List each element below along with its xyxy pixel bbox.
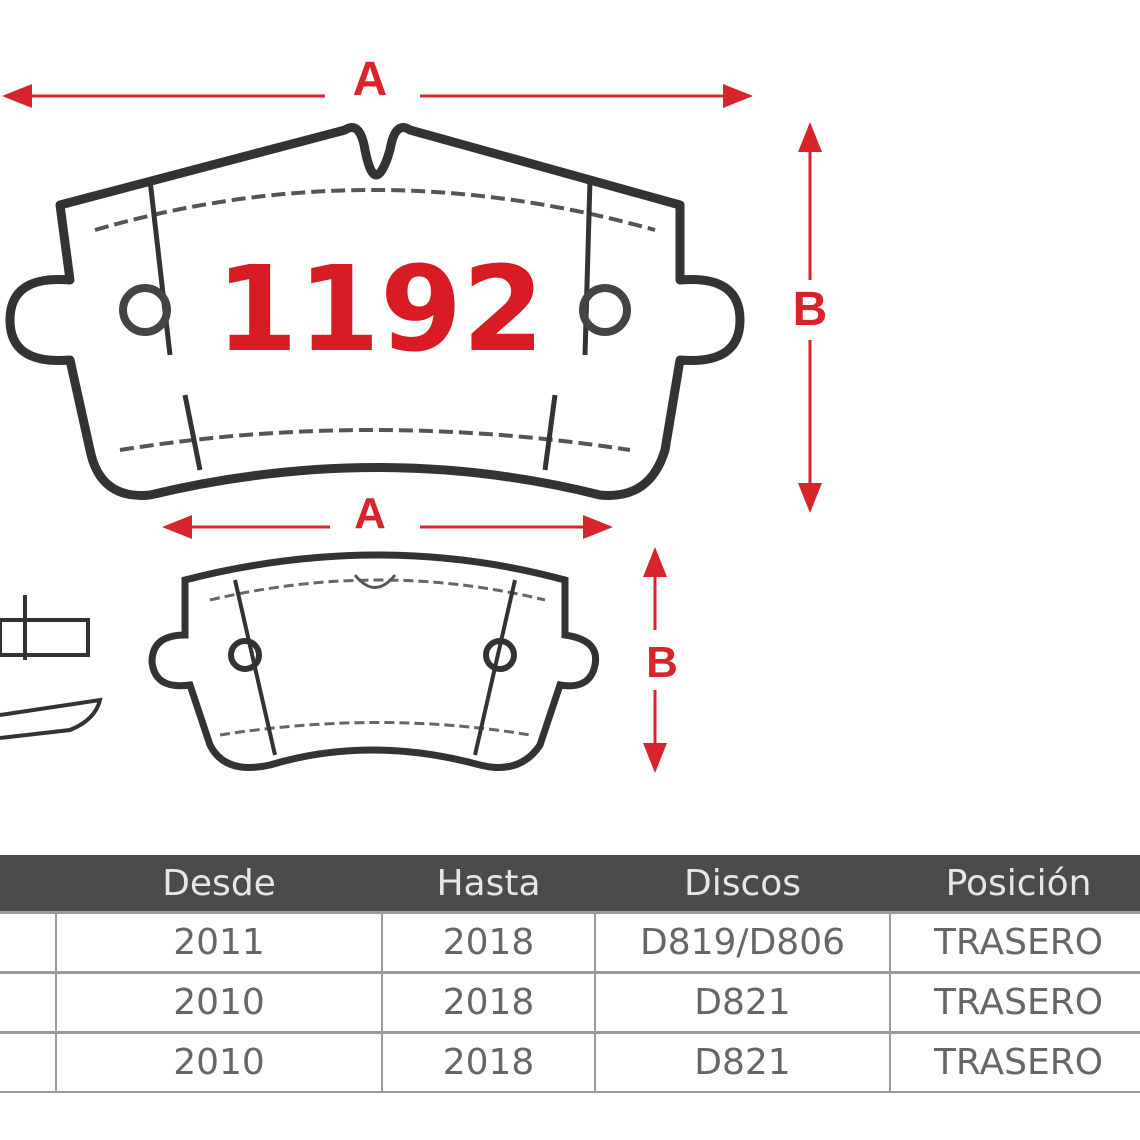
- large-height-label: B: [793, 283, 828, 336]
- table-row: 2011 2018 D819/D806 TRASERO: [0, 911, 1140, 974]
- large-pad-outline: [5, 123, 745, 500]
- small-width-label: A: [354, 489, 386, 538]
- header-desde: Desde: [56, 855, 382, 913]
- header-vehicle: [0, 855, 56, 913]
- small-height-label: B: [646, 638, 678, 687]
- cell-hasta: 2018: [381, 1031, 596, 1093]
- cell-discos: D821: [594, 971, 891, 1034]
- large-pad-right-rivet: [579, 284, 631, 336]
- large-width-label: A: [353, 53, 388, 106]
- cell-posicion: TRASERO: [889, 911, 1140, 974]
- table-row: 2010 2018 D821 TRASERO: [0, 1031, 1140, 1093]
- header-hasta: Hasta: [382, 855, 595, 913]
- cell-desde: 2010: [55, 971, 383, 1034]
- cell-discos: D819/D806: [594, 911, 891, 974]
- wear-sensor-icon: [0, 595, 103, 740]
- application-table: Desde Hasta Discos Posición 2011 2018 D8…: [0, 855, 1140, 1093]
- cell-desde: 2011: [55, 911, 383, 974]
- header-discos: Discos: [595, 855, 890, 913]
- header-posicion: Posición: [890, 855, 1140, 913]
- table-header-row: Desde Hasta Discos Posición: [0, 855, 1140, 913]
- cell-vehicle: [0, 1031, 57, 1093]
- large-pad-left-rivet: [119, 284, 171, 336]
- brake-pad-diagram: 1192 A B A B: [0, 53, 828, 773]
- cell-hasta: 2018: [381, 911, 596, 974]
- small-pad-outline: [148, 551, 600, 771]
- cell-vehicle: [0, 971, 57, 1034]
- cell-hasta: 2018: [381, 971, 596, 1034]
- cell-discos: D821: [594, 1031, 891, 1093]
- table-row: 2010 2018 D821 TRASERO: [0, 971, 1140, 1034]
- cell-desde: 2010: [55, 1031, 383, 1093]
- part-code: 1192: [216, 240, 544, 378]
- cell-posicion: TRASERO: [889, 971, 1140, 1034]
- cell-posicion: TRASERO: [889, 1031, 1140, 1093]
- cell-vehicle: [0, 911, 57, 974]
